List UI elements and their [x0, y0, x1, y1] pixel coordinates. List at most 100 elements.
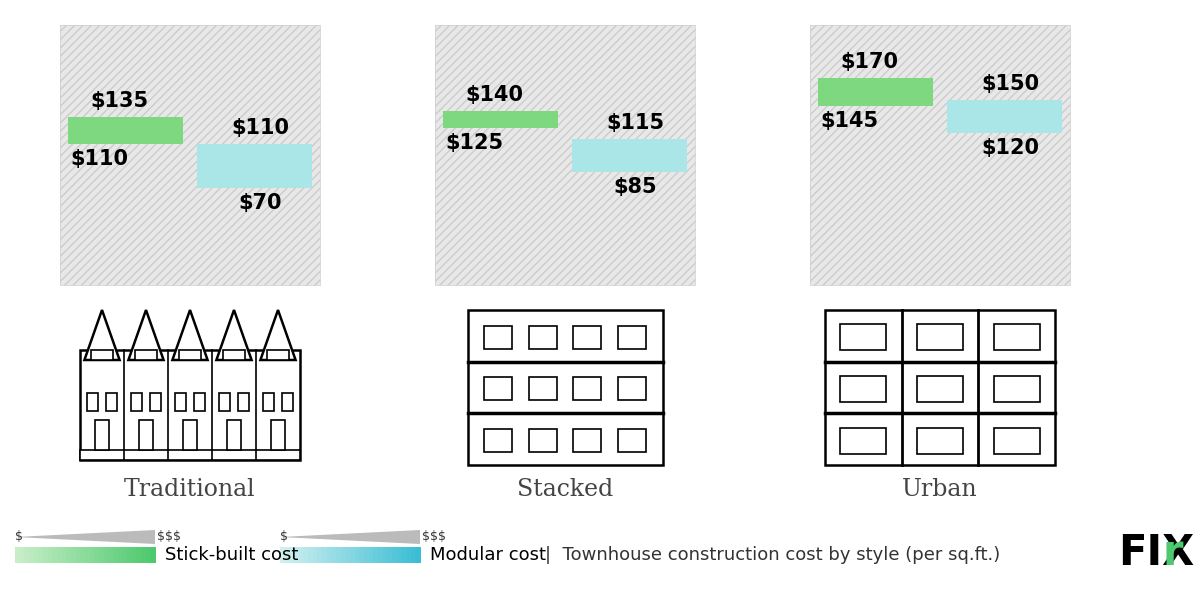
Bar: [994, 376, 1039, 402]
Bar: [90, 547, 95, 563]
Bar: [38, 547, 43, 563]
Bar: [322, 547, 328, 563]
Text: FIX: FIX: [1118, 532, 1194, 574]
Bar: [350, 547, 355, 563]
Bar: [810, 25, 1070, 285]
Bar: [218, 393, 229, 411]
Bar: [468, 310, 662, 465]
Bar: [383, 547, 388, 563]
Bar: [103, 547, 109, 563]
Bar: [308, 547, 313, 563]
Bar: [95, 547, 100, 563]
Bar: [34, 547, 38, 563]
Bar: [484, 325, 512, 348]
Bar: [19, 547, 25, 563]
Bar: [529, 325, 557, 348]
Bar: [917, 428, 964, 454]
Polygon shape: [173, 310, 208, 360]
Bar: [80, 547, 85, 563]
Bar: [134, 350, 157, 360]
Bar: [572, 139, 686, 171]
Text: Stacked: Stacked: [517, 479, 613, 502]
Text: $110: $110: [232, 118, 289, 138]
Text: $120: $120: [982, 138, 1039, 158]
Bar: [818, 78, 934, 105]
Bar: [401, 547, 407, 563]
Bar: [228, 420, 240, 450]
Bar: [346, 547, 350, 563]
Bar: [618, 429, 646, 452]
Bar: [66, 547, 72, 563]
Text: $135: $135: [91, 91, 149, 111]
Text: $145: $145: [820, 111, 878, 131]
Bar: [826, 310, 1055, 465]
Bar: [80, 450, 300, 460]
Bar: [61, 547, 67, 563]
Text: $$$: $$$: [422, 531, 446, 543]
Bar: [194, 393, 205, 411]
Bar: [76, 547, 80, 563]
Bar: [53, 547, 58, 563]
Bar: [132, 547, 137, 563]
Bar: [96, 420, 109, 450]
Polygon shape: [14, 530, 155, 544]
Polygon shape: [128, 310, 163, 360]
Bar: [917, 324, 964, 350]
Bar: [840, 428, 887, 454]
Bar: [378, 547, 383, 563]
Bar: [373, 547, 378, 563]
Text: Stick-built cost: Stick-built cost: [166, 546, 299, 564]
Bar: [127, 547, 132, 563]
Polygon shape: [216, 310, 252, 360]
Polygon shape: [84, 310, 120, 360]
Bar: [336, 547, 341, 563]
Bar: [618, 325, 646, 348]
Bar: [618, 377, 646, 401]
Bar: [29, 547, 34, 563]
Bar: [107, 393, 118, 411]
Polygon shape: [260, 310, 295, 360]
Bar: [392, 547, 397, 563]
Bar: [574, 325, 601, 348]
Bar: [529, 377, 557, 401]
Text: $: $: [14, 531, 23, 543]
Bar: [85, 547, 90, 563]
Bar: [150, 547, 156, 563]
Bar: [368, 547, 374, 563]
Text: $170: $170: [841, 52, 899, 72]
Bar: [574, 377, 601, 401]
Text: Urban: Urban: [902, 479, 978, 502]
Bar: [410, 547, 416, 563]
Text: $150: $150: [982, 74, 1039, 94]
Bar: [48, 547, 53, 563]
Bar: [529, 429, 557, 452]
Bar: [60, 25, 320, 285]
Bar: [131, 393, 142, 411]
Bar: [364, 547, 370, 563]
Bar: [282, 393, 293, 411]
Bar: [71, 547, 76, 563]
Bar: [58, 547, 62, 563]
Text: $: $: [280, 531, 288, 543]
Bar: [184, 420, 197, 450]
Bar: [150, 393, 161, 411]
Bar: [80, 350, 300, 460]
Bar: [443, 111, 558, 128]
Bar: [341, 547, 346, 563]
Bar: [294, 547, 299, 563]
Bar: [326, 547, 332, 563]
Text: $70: $70: [239, 193, 282, 213]
Bar: [484, 429, 512, 452]
Bar: [810, 25, 1070, 285]
Bar: [436, 25, 695, 285]
Bar: [68, 117, 182, 144]
Bar: [145, 547, 151, 563]
Bar: [14, 547, 20, 563]
Bar: [239, 393, 250, 411]
Bar: [113, 547, 118, 563]
Bar: [917, 376, 964, 402]
Polygon shape: [280, 530, 420, 544]
Text: $115: $115: [606, 113, 665, 132]
Bar: [994, 324, 1039, 350]
Bar: [179, 350, 202, 360]
